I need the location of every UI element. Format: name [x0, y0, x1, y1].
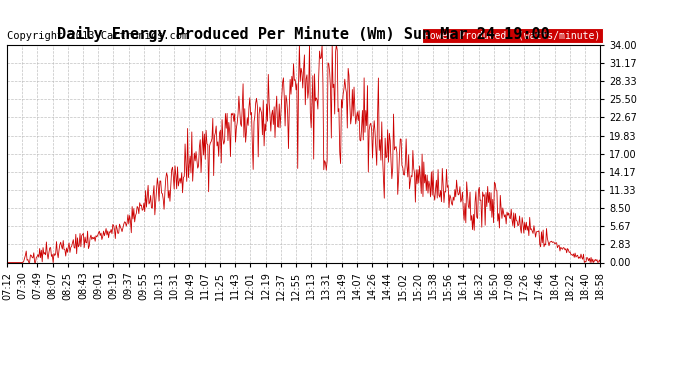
Title: Daily Energy Produced Per Minute (Wm) Sun Mar 24 19:00: Daily Energy Produced Per Minute (Wm) Su… — [57, 27, 550, 42]
Text: Power Produced  (watts/minute): Power Produced (watts/minute) — [424, 31, 600, 40]
Text: Copyright 2013 Cartronics.com: Copyright 2013 Cartronics.com — [7, 31, 188, 40]
